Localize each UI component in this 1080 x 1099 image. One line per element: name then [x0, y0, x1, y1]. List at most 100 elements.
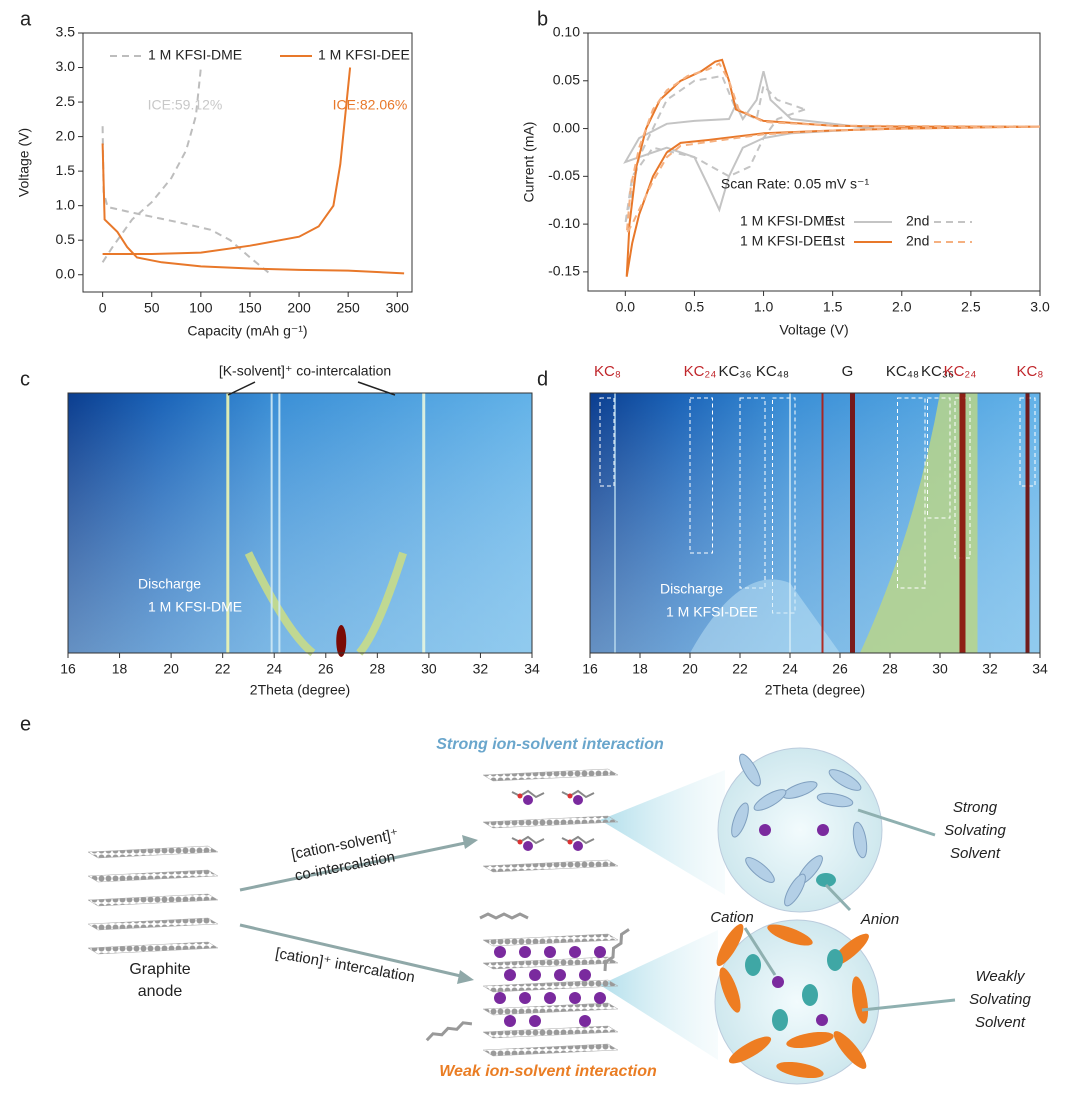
shadow-region — [690, 579, 840, 653]
x-tick-label: 250 — [336, 300, 360, 316]
arrow-head — [462, 835, 478, 849]
graphite-layer — [482, 979, 619, 993]
graphite-layer — [87, 845, 219, 859]
x-tick-label: 18 — [632, 661, 648, 677]
x-tick-label: 300 — [386, 300, 410, 316]
x-tick-label: 24 — [266, 661, 282, 677]
y-tick-label: -0.15 — [548, 263, 580, 279]
panel-label: a — [20, 8, 32, 30]
intercalated-cation — [519, 992, 531, 1004]
solvent-molecule — [511, 835, 545, 845]
intensity-stripe — [850, 393, 855, 653]
graphite-layer — [482, 815, 619, 829]
phase-label: KC₃₆ — [921, 363, 954, 380]
intensity-stripe — [226, 393, 230, 653]
strong-solvent — [739, 753, 761, 787]
strong-solvent — [816, 792, 854, 808]
x-tick-label: 3.0 — [1030, 299, 1050, 315]
bottom-title: Weak ion-solvent interaction — [439, 1063, 657, 1080]
intensity-stripe — [821, 393, 824, 653]
x-tick-label: 150 — [238, 300, 262, 316]
x-tick-label: 20 — [682, 661, 698, 677]
weak-solvent — [728, 1036, 772, 1064]
graphite-label: Graphite — [129, 961, 190, 978]
weak-solvent — [851, 976, 869, 1024]
y-tick-label: 3.0 — [56, 58, 76, 74]
x-tick-label: 0.0 — [616, 299, 636, 315]
legend-label: 1 M KFSI-DEE — [318, 47, 410, 63]
panel-label: e — [20, 713, 31, 735]
intensity-stripe — [278, 393, 281, 653]
annotation: Discharge — [660, 581, 723, 597]
annotation: ICE:59.12% — [148, 97, 223, 113]
top-title: Strong ion-solvent interaction — [436, 736, 664, 753]
anion-mark — [745, 954, 761, 976]
anion-mark — [772, 1009, 788, 1031]
intercalated-cation — [544, 992, 556, 1004]
graphite-layer — [482, 768, 619, 782]
graphite-layer — [482, 1043, 619, 1057]
arrow-line — [239, 840, 471, 892]
x-tick-label: 34 — [1032, 661, 1048, 677]
solvent-label: Solvating — [969, 991, 1031, 1008]
solvent-label: Solvating — [944, 822, 1006, 839]
oxygen — [517, 793, 523, 799]
weak-solvent — [776, 1061, 824, 1079]
weak-solvent — [767, 924, 813, 946]
annotation: 1 M KFSI-DEE — [666, 604, 758, 620]
free-solvent — [479, 912, 529, 920]
x-tick-label: 2.5 — [961, 299, 981, 315]
cation-label: Cation — [710, 909, 753, 926]
x-tick-label: 50 — [144, 300, 160, 316]
intercalated-cation — [569, 946, 581, 958]
intercalated-cation — [569, 992, 581, 1004]
solvated-cation — [759, 824, 771, 836]
x-tick-label: 20 — [163, 661, 179, 677]
x-tick-label: 1.5 — [823, 299, 843, 315]
y-tick-label: 2.5 — [56, 93, 76, 109]
intercalated-cation — [544, 946, 556, 958]
anion-mark — [816, 873, 836, 887]
graphite-layer — [87, 941, 219, 955]
intercalated-cation — [594, 992, 606, 1004]
arrow-head — [457, 970, 474, 984]
intercalated-cation — [594, 946, 606, 958]
dashed-box — [927, 397, 951, 519]
intercalated-cation — [519, 946, 531, 958]
x-tick-label: 26 — [832, 661, 848, 677]
graphite-layer — [482, 1025, 619, 1039]
x-tick-label: 30 — [932, 661, 948, 677]
graphite-layer — [482, 933, 619, 947]
solvent-label: Strong — [953, 799, 998, 816]
strong-solvent — [753, 789, 787, 811]
anion-mark — [827, 949, 843, 971]
arrow — [357, 381, 396, 396]
solvent-label: Weakly — [976, 968, 1026, 985]
legend-group: 1 M KFSI-DME — [740, 213, 834, 229]
intensity-band — [356, 551, 407, 656]
phase-label: KC₂₄ — [684, 363, 717, 380]
annotation: Scan Rate: 0.05 mV s⁻¹ — [721, 176, 870, 192]
annotation: 1 M KFSI-DME — [148, 599, 242, 615]
y-tick-label: 0.0 — [56, 265, 76, 281]
intercalated-cation — [494, 946, 506, 958]
phase-label: KC₄₈ — [886, 363, 919, 380]
intercalated-cation — [504, 1015, 516, 1027]
phase-label: KC₈ — [594, 363, 621, 380]
x-tick-label: 2.0 — [892, 299, 912, 315]
graphite-layer — [87, 869, 219, 883]
dashed-box — [897, 397, 926, 589]
series-line — [624, 74, 806, 225]
x-tick-label: 200 — [287, 300, 311, 316]
phase-label: G — [842, 363, 854, 380]
y-tick-label: 0.5 — [56, 231, 76, 247]
dashed-box — [689, 397, 713, 554]
pointer — [857, 808, 936, 837]
solvent-molecule — [511, 789, 545, 799]
legend-label: 1st — [826, 213, 845, 229]
strong-solvent — [784, 873, 806, 907]
plot-frame — [82, 32, 413, 293]
intensity-stripe — [614, 393, 616, 653]
intercalated-cation — [554, 969, 566, 981]
